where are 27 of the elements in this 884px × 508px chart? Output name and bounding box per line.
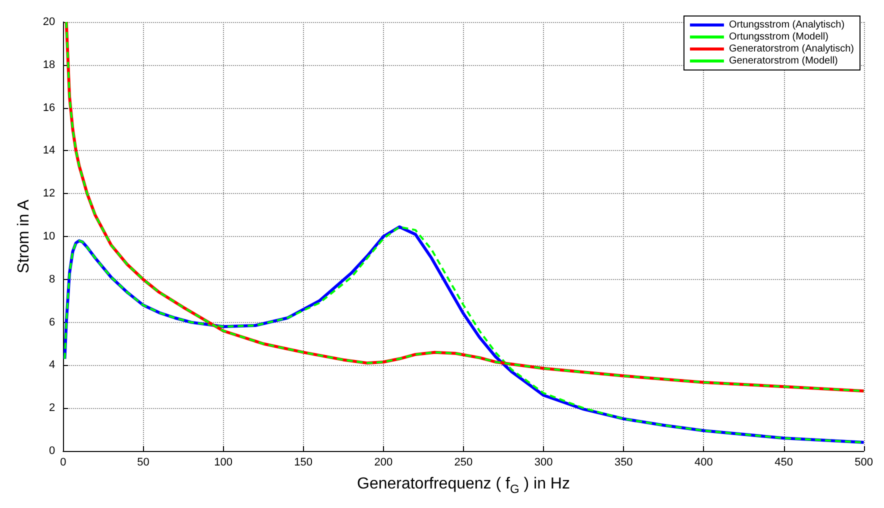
x-tick-label: 450 <box>774 456 793 468</box>
x-tick-label: 500 <box>854 456 874 468</box>
x-tick-label: 400 <box>694 456 713 468</box>
legend-label: Generatorstrom (Analytisch) <box>728 44 854 54</box>
x-tick-label: 250 <box>454 456 473 468</box>
legend-label: Ortungsstrom (Analytisch) <box>728 20 845 30</box>
y-tick-label: 14 <box>42 144 56 157</box>
x-tick-label: 100 <box>214 456 232 468</box>
x-tick-label: 50 <box>137 456 150 468</box>
x-tick-label: 200 <box>374 456 393 468</box>
legend-label: Ortungsstrom (Modell) <box>728 32 828 42</box>
y-axis-title: Strom in A <box>16 199 32 274</box>
x-tick-label: 300 <box>534 456 553 468</box>
y-tick-label: 0 <box>49 445 56 457</box>
y-tick-label: 20 <box>42 16 56 28</box>
y-tick-label: 12 <box>42 188 56 200</box>
y-tick-label: 8 <box>49 273 56 286</box>
y-tick-label: 18 <box>42 58 56 71</box>
y-tick-label: 16 <box>42 102 56 114</box>
y-tick-label: 2 <box>49 402 56 414</box>
y-tick-label: 6 <box>49 316 56 328</box>
legend-label: Generatorstrom (Modell) <box>728 56 838 66</box>
x-tick-label: 150 <box>294 456 313 468</box>
x-tick-label: 350 <box>614 456 633 468</box>
y-tick-label: 4 <box>49 359 56 372</box>
x-tick-label: 0 <box>60 456 66 468</box>
y-tick-label: 10 <box>42 230 56 242</box>
